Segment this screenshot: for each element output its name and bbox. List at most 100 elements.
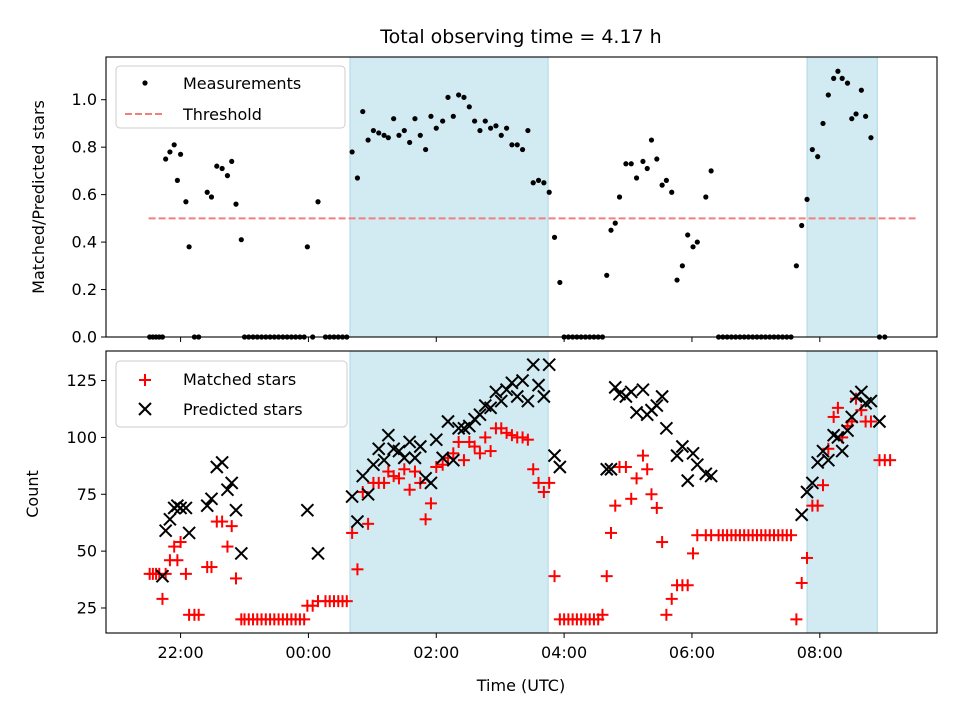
matched-star-point bbox=[641, 463, 654, 476]
predicted-star-stroke bbox=[182, 526, 196, 540]
predicted-star-point bbox=[800, 485, 814, 499]
predicted-star-point bbox=[361, 487, 375, 501]
measurement-point bbox=[530, 180, 536, 186]
measurement-point bbox=[360, 108, 366, 115]
matched-star-point bbox=[532, 476, 545, 489]
measurement-point bbox=[219, 165, 225, 172]
predicted-star-stroke bbox=[521, 394, 535, 408]
matched-star-point bbox=[656, 536, 669, 549]
matched-star-point bbox=[452, 435, 465, 448]
predicted-star-stroke bbox=[655, 389, 669, 404]
predicted-star-stroke bbox=[200, 498, 214, 513]
predicted-star-stroke bbox=[650, 398, 664, 413]
matched-star-point bbox=[179, 567, 192, 580]
measurement-point bbox=[546, 189, 552, 195]
matched-star-point bbox=[392, 472, 405, 485]
predicted-star-stroke bbox=[381, 428, 396, 442]
predicted-star-point bbox=[494, 394, 508, 408]
measurement-point bbox=[204, 189, 210, 195]
predicted-star-point bbox=[372, 442, 386, 456]
threshold-legend-label: Threshold bbox=[182, 105, 262, 124]
predicted-star-point bbox=[515, 373, 530, 388]
matched-star-point bbox=[346, 526, 359, 539]
predicted-star-stroke bbox=[629, 405, 644, 420]
predicted-star-stroke bbox=[864, 394, 878, 408]
predicted-star-stroke bbox=[372, 442, 386, 456]
predicted-star-point bbox=[489, 385, 503, 399]
measurement-point bbox=[445, 94, 451, 100]
measurement-point bbox=[640, 158, 646, 165]
measurement-point bbox=[809, 146, 815, 153]
measurement-point bbox=[633, 175, 640, 181]
predicted-stars-points bbox=[155, 357, 887, 583]
measurement-point bbox=[349, 149, 355, 155]
predicted-star-point bbox=[429, 432, 443, 447]
predicted-star-stroke bbox=[397, 451, 412, 465]
predicted-star-stroke bbox=[826, 428, 841, 442]
predicted-star-stroke bbox=[345, 489, 359, 504]
predicted-star-stroke bbox=[854, 385, 869, 399]
predicted-star-point bbox=[392, 444, 406, 458]
measurement-point bbox=[238, 237, 244, 243]
predicted-star-point bbox=[531, 378, 546, 392]
predicted-star-stroke bbox=[311, 546, 325, 561]
measurement-point bbox=[493, 123, 499, 129]
predicted-star-stroke bbox=[499, 382, 514, 397]
predicted-star-stroke bbox=[608, 380, 622, 395]
predicted-star-stroke bbox=[531, 378, 546, 392]
measurement-point bbox=[659, 182, 665, 188]
predicted-star-stroke bbox=[831, 430, 845, 445]
matched-star-point bbox=[645, 488, 658, 501]
y-tick-label: 0.4 bbox=[72, 233, 97, 252]
measurement-point bbox=[685, 232, 691, 238]
measurement-point bbox=[391, 116, 397, 122]
predicted-star-point bbox=[816, 444, 830, 458]
measurement-point bbox=[233, 201, 239, 207]
predicted-star-point bbox=[435, 451, 450, 465]
predicted-star-stroke bbox=[704, 469, 718, 483]
predicted-star-point bbox=[163, 512, 177, 526]
measurement-point bbox=[488, 125, 494, 131]
matched-star-point bbox=[831, 401, 844, 414]
measurement-point bbox=[858, 87, 864, 93]
predicted-star-point bbox=[659, 421, 674, 436]
predicted-star-stroke bbox=[659, 421, 674, 436]
measurement-point bbox=[608, 227, 614, 233]
measurement-point bbox=[839, 75, 845, 81]
bottom-panel-y-axis: 25 50 75 100 125 bbox=[66, 371, 106, 617]
measurement-point bbox=[616, 194, 623, 200]
measurement-point bbox=[623, 161, 629, 167]
matched-star-point bbox=[537, 486, 550, 498]
measurement-point bbox=[365, 137, 371, 143]
matched-star-point bbox=[527, 463, 540, 476]
predicted-star-point bbox=[225, 476, 239, 490]
measurement-point bbox=[820, 120, 826, 127]
predicted-star-stroke bbox=[547, 448, 562, 463]
measurement-point bbox=[835, 68, 841, 74]
predicted-star-stroke bbox=[686, 446, 700, 461]
predicted-star-stroke bbox=[478, 398, 492, 413]
y-tick-label: 100 bbox=[66, 428, 97, 447]
measurement-point bbox=[612, 220, 618, 226]
predicted-star-point bbox=[835, 444, 849, 458]
matched-star-point bbox=[340, 595, 353, 608]
predicted-star-stroke bbox=[225, 476, 239, 490]
matched-star-point bbox=[484, 445, 497, 458]
matched-star-point bbox=[174, 536, 187, 549]
measurement-point bbox=[708, 168, 714, 174]
measurement-point bbox=[304, 244, 310, 250]
predicted-star-point bbox=[670, 448, 684, 463]
measurement-point bbox=[381, 132, 387, 138]
predicted-star-point bbox=[704, 469, 718, 483]
predicted-star-point bbox=[505, 376, 519, 390]
measurement-point bbox=[644, 165, 650, 172]
predicted-star-point bbox=[650, 398, 664, 413]
measurement-point bbox=[440, 118, 446, 124]
measurement-point bbox=[868, 135, 874, 141]
top-panel-x-ticks bbox=[180, 337, 821, 342]
measurement-point bbox=[793, 263, 799, 269]
matched-star-point bbox=[864, 415, 877, 428]
matched-star-point bbox=[457, 454, 470, 467]
predicted-star-stroke bbox=[542, 357, 556, 372]
